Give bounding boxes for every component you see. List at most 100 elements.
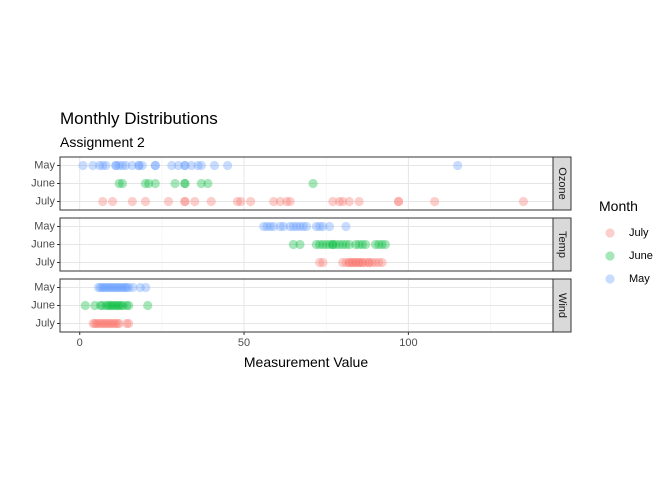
data-point xyxy=(101,300,111,311)
data-point xyxy=(269,196,279,207)
data-point xyxy=(318,239,328,250)
data-point xyxy=(80,300,90,311)
data-point xyxy=(180,178,190,189)
data-point xyxy=(295,221,305,232)
data-point xyxy=(315,221,325,232)
data-point xyxy=(364,257,374,268)
data-point xyxy=(190,196,200,207)
data-point xyxy=(95,318,106,329)
data-point xyxy=(91,318,102,329)
data-point xyxy=(298,221,308,232)
data-point xyxy=(94,160,105,171)
data-point xyxy=(117,178,128,189)
data-point xyxy=(282,196,292,207)
data-point xyxy=(354,257,364,268)
data-point xyxy=(315,239,325,250)
data-point xyxy=(88,318,98,329)
legend-item-july: July xyxy=(605,227,649,239)
data-point xyxy=(99,282,109,293)
data-point xyxy=(308,178,318,189)
data-point xyxy=(124,300,134,311)
data-point xyxy=(351,257,361,268)
x-axis: 0 50 100 xyxy=(77,332,418,349)
data-point xyxy=(278,221,289,232)
data-point xyxy=(114,300,124,311)
data-point xyxy=(518,196,529,207)
data-point xyxy=(259,221,269,232)
data-point xyxy=(112,300,123,311)
data-point xyxy=(370,257,381,268)
facet-strip xyxy=(552,217,572,272)
legend-key xyxy=(605,274,615,284)
data-point xyxy=(163,196,174,207)
data-point xyxy=(321,239,331,250)
data-point xyxy=(180,178,190,189)
data-point xyxy=(275,221,285,232)
y-tick-label: June xyxy=(31,178,55,190)
legend-key xyxy=(605,228,615,238)
data-point xyxy=(110,318,121,329)
data-point xyxy=(196,160,206,171)
data-point xyxy=(97,300,107,311)
data-point xyxy=(101,282,111,293)
data-point xyxy=(137,160,147,171)
data-point xyxy=(347,257,358,268)
data-point xyxy=(140,178,151,189)
x-tick-label: 50 xyxy=(238,337,250,349)
data-point xyxy=(315,257,325,268)
data-point xyxy=(105,300,115,311)
data-point xyxy=(107,196,118,207)
y-tick-label: June xyxy=(31,239,55,251)
data-point xyxy=(110,300,121,311)
data-point xyxy=(110,282,121,293)
facet-strip xyxy=(552,278,572,333)
legend-items: July June May xyxy=(605,227,653,285)
facet-strip-label: Temp xyxy=(556,231,568,258)
data-point xyxy=(107,282,117,293)
data-point xyxy=(116,282,126,293)
data-point xyxy=(180,196,190,207)
legend-item-june: June xyxy=(605,250,653,262)
data-point xyxy=(311,239,321,250)
legend-label: July xyxy=(629,227,649,239)
data-point xyxy=(347,257,358,268)
data-point xyxy=(103,282,113,293)
legend-key xyxy=(605,251,615,261)
data-point xyxy=(393,196,404,207)
data-point xyxy=(117,160,128,171)
data-point xyxy=(134,160,144,171)
data-point xyxy=(357,257,367,268)
data-point xyxy=(144,178,154,189)
data-point xyxy=(114,318,124,329)
data-point xyxy=(170,178,180,189)
data-point xyxy=(328,196,338,207)
data-point xyxy=(430,196,440,207)
data-point xyxy=(285,196,295,207)
data-point xyxy=(180,160,190,171)
data-point xyxy=(374,257,384,268)
data-point xyxy=(328,239,338,250)
data-point xyxy=(206,196,216,207)
data-point xyxy=(344,239,354,250)
y-tick-label: May xyxy=(34,160,55,172)
data-point xyxy=(196,178,206,189)
data-point xyxy=(380,239,390,250)
data-point xyxy=(265,221,275,232)
data-point xyxy=(95,282,106,293)
facet-strip xyxy=(552,156,572,211)
y-tick-label: June xyxy=(31,300,55,312)
data-point xyxy=(114,178,124,189)
data-point xyxy=(105,282,115,293)
data-point xyxy=(95,300,106,311)
data-point xyxy=(193,160,203,171)
data-point xyxy=(288,239,298,250)
legend: Month July June May xyxy=(599,198,653,285)
data-point xyxy=(338,196,348,207)
data-point xyxy=(344,257,354,268)
data-point xyxy=(203,178,213,189)
data-point xyxy=(318,257,328,268)
data-point xyxy=(143,300,153,311)
data-point xyxy=(150,160,160,171)
data-point xyxy=(128,282,138,293)
